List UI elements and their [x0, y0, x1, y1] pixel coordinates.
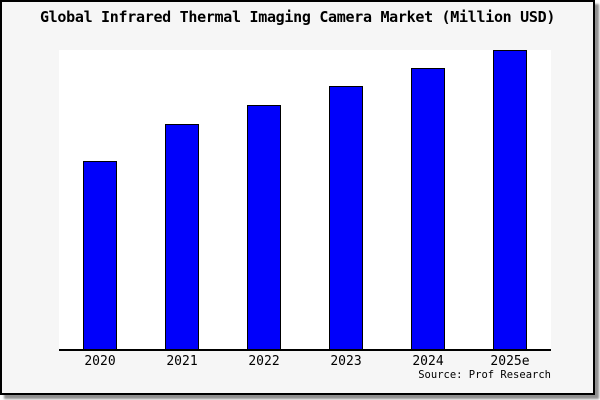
x-axis-labels: 2020 2021 2022 2023 2024 2025e: [59, 354, 551, 369]
bar-slot-2025e: [469, 50, 551, 349]
bar-2024: [411, 67, 445, 349]
source-caption: Source: Prof Research: [418, 369, 551, 381]
plot-area: [59, 50, 551, 351]
bar-2023: [329, 86, 363, 349]
bar-slot-2023: [305, 50, 387, 349]
bar-slot-2024: [387, 50, 469, 349]
x-axis-label-2020: 2020: [84, 354, 116, 369]
bar-2022: [247, 105, 281, 349]
bar-2020: [83, 160, 117, 349]
x-axis-label-2022: 2022: [248, 354, 280, 369]
x-axis-label-2024: 2024: [412, 354, 444, 369]
bar-slot-2021: [141, 50, 223, 349]
x-axis-label-2025e: 2025e: [490, 354, 530, 369]
bar-slot-2020: [59, 50, 141, 349]
chart-card: Global Infrared Thermal Imaging Camera M…: [0, 0, 595, 395]
bar-2021: [165, 123, 199, 349]
chart-title: Global Infrared Thermal Imaging Camera M…: [39, 8, 556, 26]
x-axis-label-2023: 2023: [330, 354, 362, 369]
bar-slot-2022: [223, 50, 305, 349]
bar-2025e: [493, 50, 527, 349]
x-axis-label-2021: 2021: [166, 354, 198, 369]
